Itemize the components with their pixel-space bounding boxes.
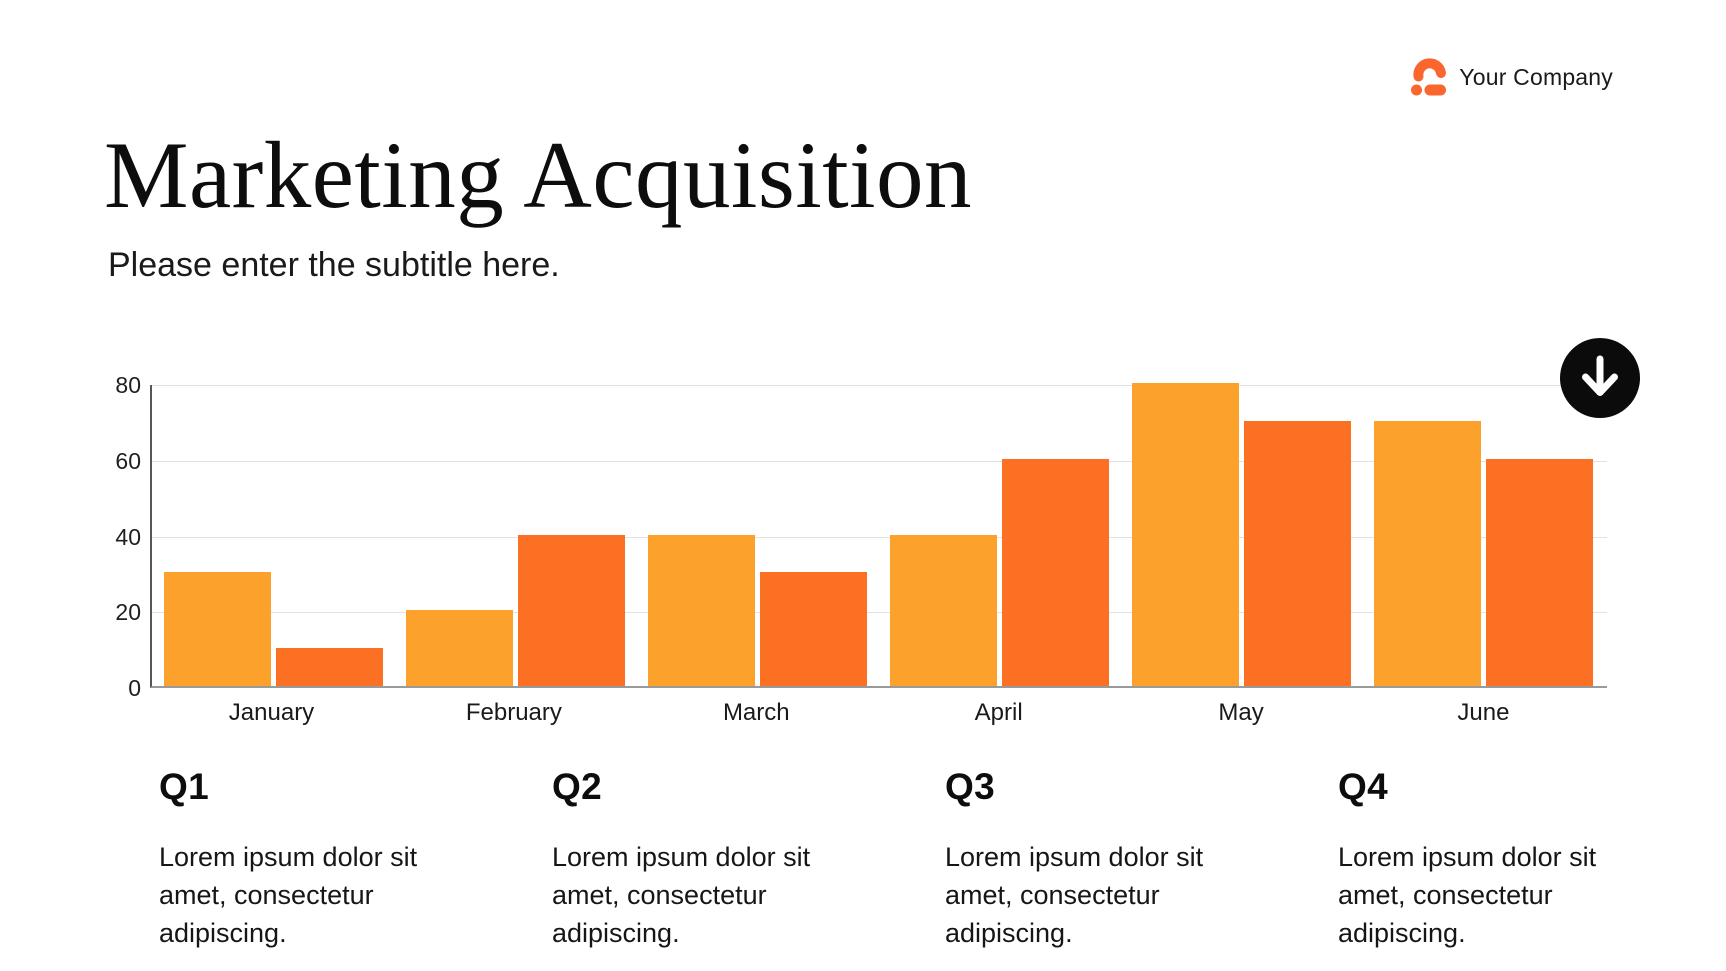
gridline-80 xyxy=(152,385,1607,386)
x-axis-label-february: February xyxy=(465,699,562,726)
bar-group-march xyxy=(648,534,867,686)
bar-march-dark xyxy=(760,572,867,686)
bar-january-light xyxy=(164,572,271,686)
x-axis-label-april: April xyxy=(974,699,1023,726)
chart-plot-area xyxy=(150,383,1607,688)
x-axis-label-june: June xyxy=(1457,699,1510,726)
y-axis-tick-label: 0 xyxy=(128,675,141,701)
gridline-40 xyxy=(152,536,1607,538)
quarter-column-q2: Q2 Lorem ipsum dolor sit amet, consectetu… xyxy=(552,766,882,952)
bar-group-january xyxy=(164,572,383,686)
quarter-column-q1: Q1 Lorem ipsum dolor sit amet, consectetu… xyxy=(159,766,489,952)
bar-group-june xyxy=(1374,420,1593,686)
quarter-heading: Q3 xyxy=(945,766,995,807)
bar-march-light xyxy=(648,534,755,686)
quarter-heading: Q4 xyxy=(1338,766,1388,807)
bar-group-february xyxy=(406,534,625,686)
bar-january-dark xyxy=(276,648,383,686)
x-axis-label-may: May xyxy=(1218,699,1264,726)
page-title: Marketing Acquisition xyxy=(104,122,973,228)
bar-april-light xyxy=(890,534,997,686)
y-axis-labels: 0 20 40 60 80 xyxy=(0,372,141,701)
bar-february-light xyxy=(406,610,513,686)
company-logo-icon xyxy=(1409,57,1449,97)
x-axis-labels: January February March April May June xyxy=(150,699,1607,727)
y-axis-tick-label: 60 xyxy=(115,447,141,474)
x-axis-label-january: January xyxy=(228,699,315,726)
company-name: Your Company xyxy=(1459,63,1613,90)
quarter-column-q3: Q3 Lorem ipsum dolor sit amet, consectetu… xyxy=(945,766,1275,952)
bar-february-dark xyxy=(518,534,625,686)
quarter-heading: Q2 xyxy=(552,766,602,807)
quarter-description: Lorem ipsum dolor sit amet, consectetur … xyxy=(1338,842,1597,948)
x-axis-label-march: March xyxy=(722,699,790,726)
y-axis-tick-label: 40 xyxy=(115,523,141,550)
download-button[interactable] xyxy=(1560,338,1640,418)
bars-row xyxy=(152,383,1607,686)
quarter-heading: Q1 xyxy=(159,766,209,807)
quarter-description: Lorem ipsum dolor sit amet, consectetur … xyxy=(552,842,811,948)
quarters-row: Q1 Lorem ipsum dolor sit amet, consectetu… xyxy=(159,766,1668,952)
bar-group-may xyxy=(1132,383,1351,686)
bar-may-dark xyxy=(1244,420,1351,686)
gridline-60 xyxy=(152,460,1607,462)
bar-may-light xyxy=(1132,383,1239,686)
quarter-description: Lorem ipsum dolor sit amet, consectetur … xyxy=(159,842,418,948)
bar-group-april xyxy=(890,458,1109,686)
quarter-description: Lorem ipsum dolor sit amet, consectetur … xyxy=(945,842,1204,948)
bar-june-dark xyxy=(1486,458,1593,686)
brand-logo: Your Company xyxy=(1409,57,1613,97)
down-arrow-icon xyxy=(1560,338,1640,418)
bar-june-light xyxy=(1374,420,1481,686)
bar-april-dark xyxy=(1002,458,1109,686)
y-axis-tick-label: 80 xyxy=(115,372,141,398)
quarter-column-q4: Q4 Lorem ipsum dolor sit amet, consectetu… xyxy=(1338,766,1668,952)
page-subtitle: Please enter the subtitle here. xyxy=(108,246,560,284)
gridline-20 xyxy=(152,612,1607,614)
y-axis-tick-label: 20 xyxy=(115,599,141,626)
